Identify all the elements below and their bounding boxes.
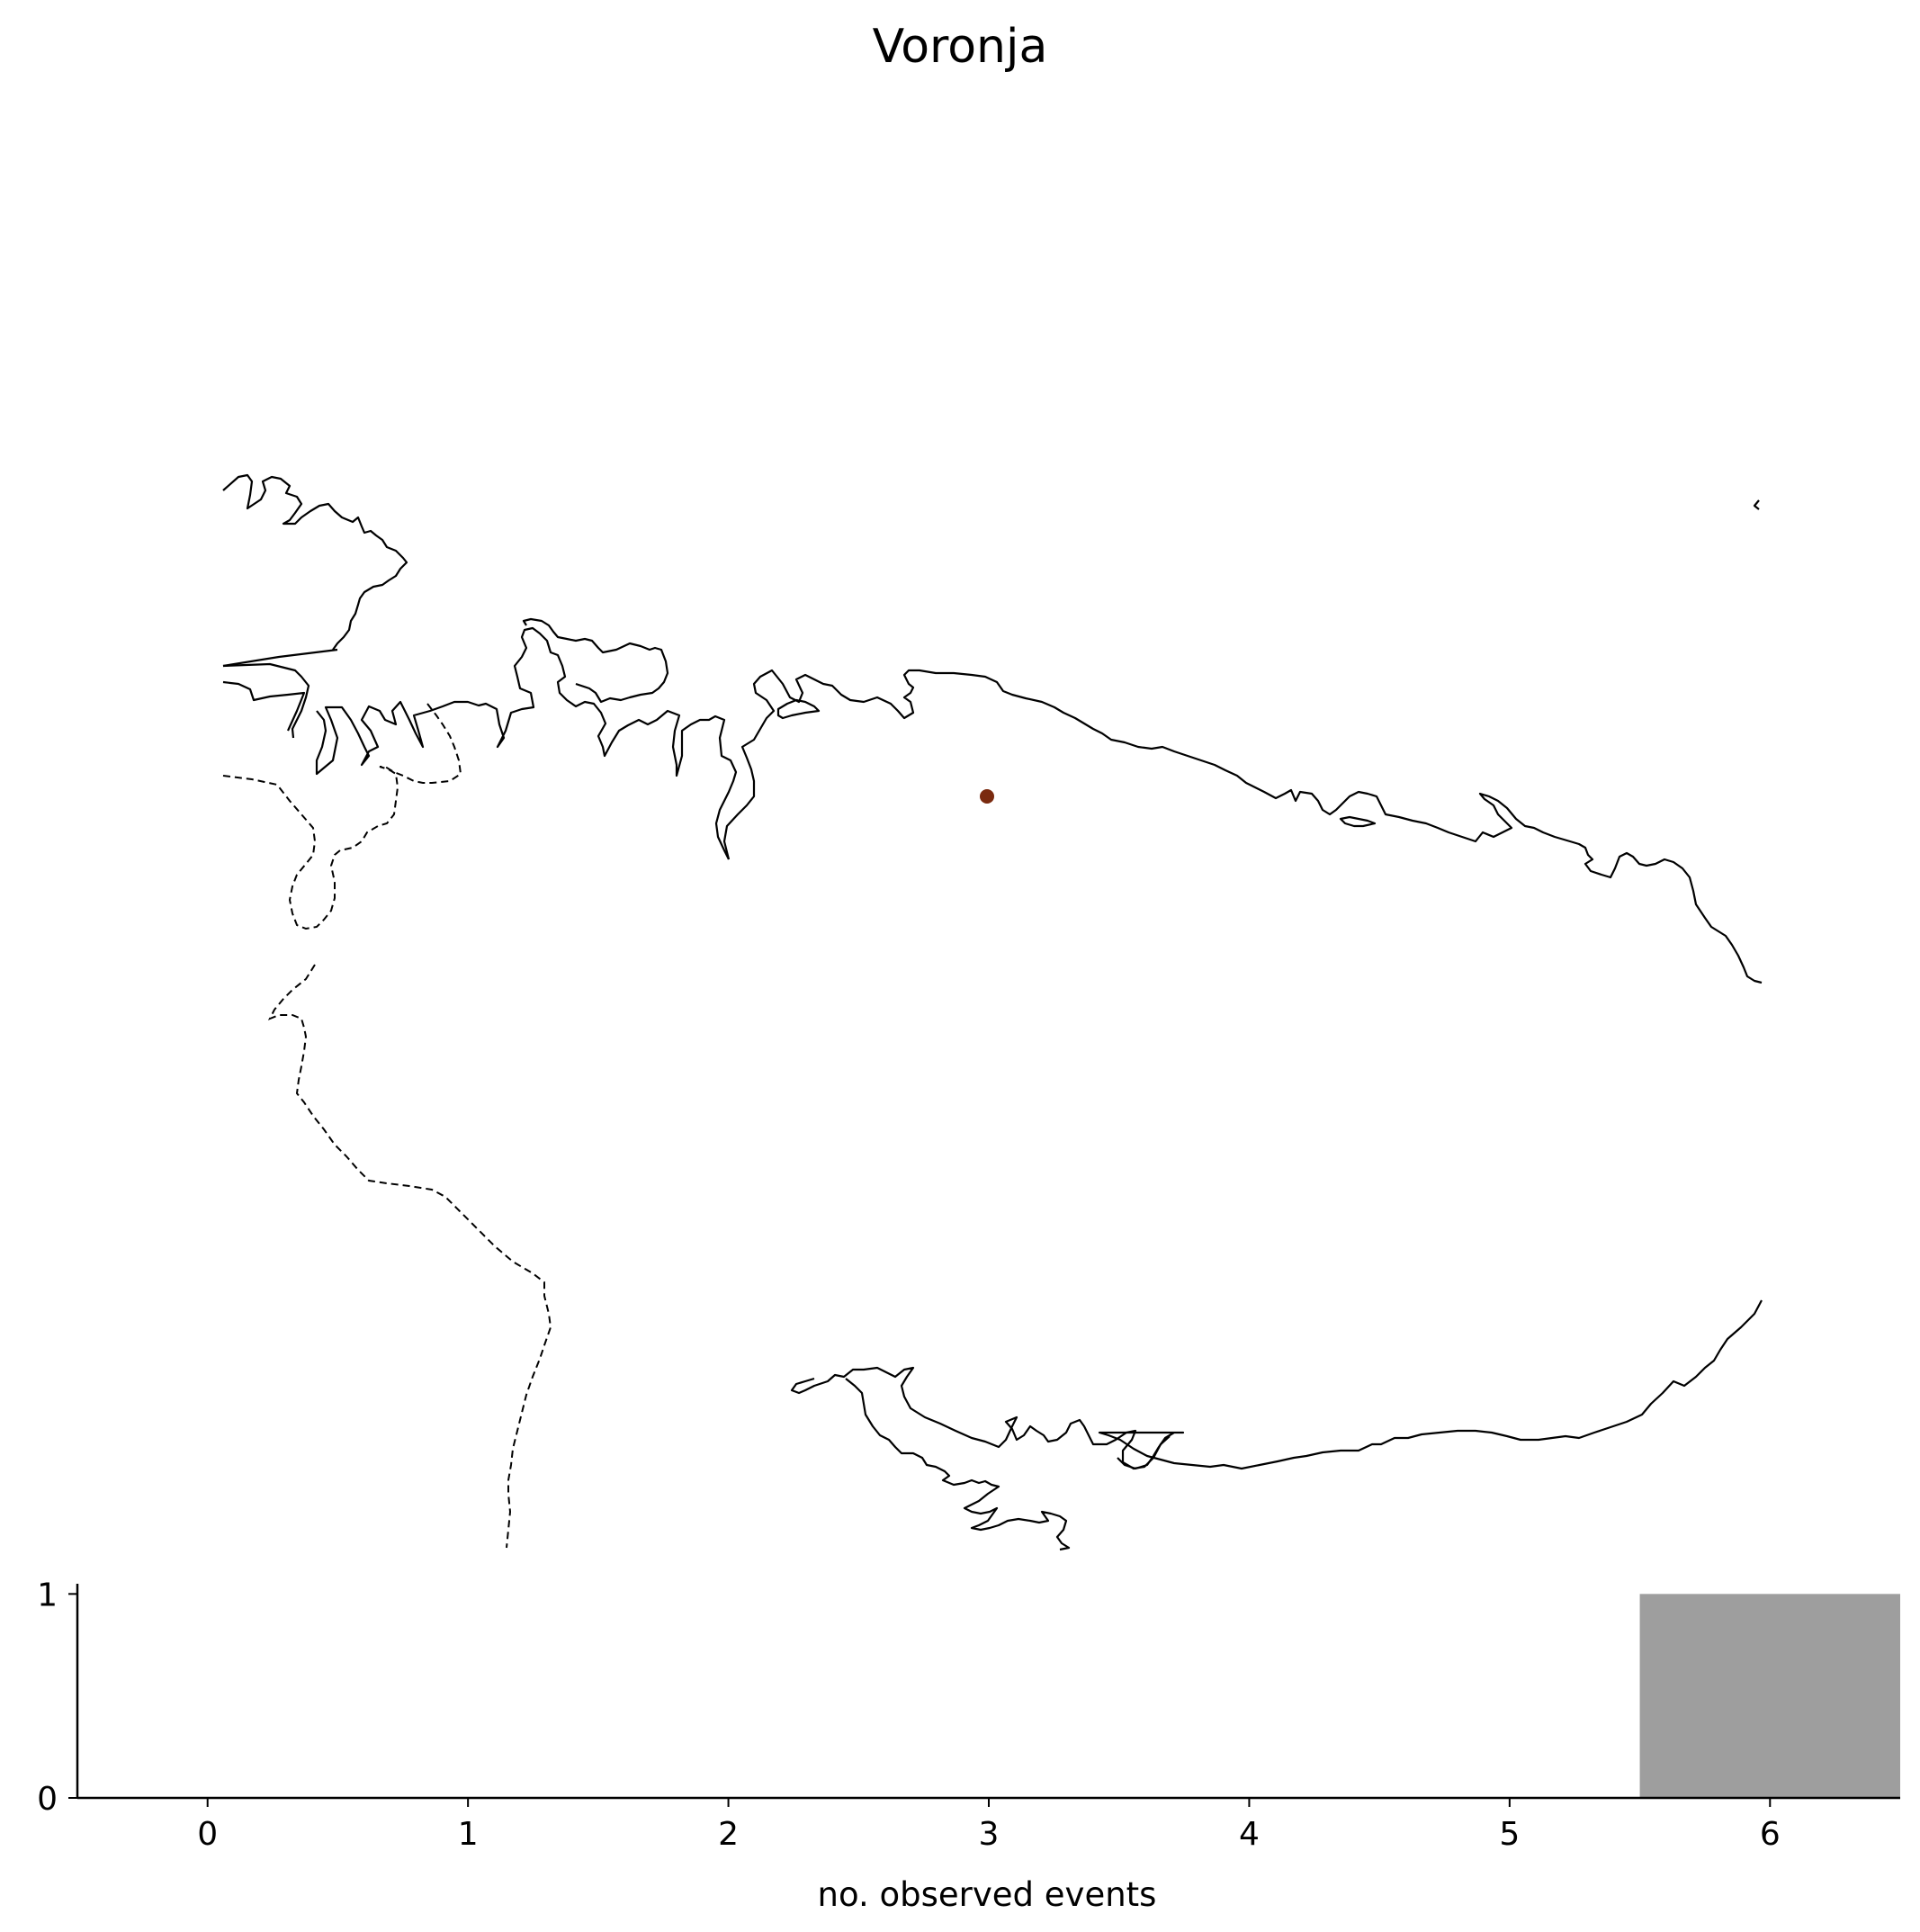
x-axis-label: no. observed events — [818, 1875, 1157, 1914]
map-title: Voronja — [872, 20, 1048, 74]
x-tick-label: 2 — [718, 1816, 739, 1853]
map-panel — [222, 473, 1763, 1551]
x-tick-label: 4 — [1239, 1816, 1260, 1853]
northwest-island — [222, 473, 408, 668]
x-tick-label: 5 — [1499, 1816, 1520, 1853]
y-axis-ticks: 01 — [37, 1577, 77, 1818]
station-marker — [980, 789, 994, 804]
x-tick-label: 1 — [458, 1816, 479, 1853]
ne-fragment — [1753, 499, 1760, 510]
central-north-island — [522, 617, 669, 704]
histogram-bar-6 — [1639, 1594, 1900, 1798]
north-coastline-east — [722, 669, 1763, 984]
east-islet — [1339, 815, 1377, 828]
south-coastline-west — [790, 1366, 1171, 1470]
south-coastline — [1098, 1299, 1763, 1470]
x-tick-label: 6 — [1760, 1816, 1781, 1853]
country-border-dashed — [222, 703, 552, 1549]
histogram-bars — [1639, 1594, 1900, 1798]
south-west-peninsula — [845, 1378, 1071, 1551]
y-tick-label: 1 — [37, 1577, 58, 1613]
x-tick-label: 3 — [979, 1816, 1000, 1853]
y-tick-label: 0 — [37, 1781, 58, 1818]
small-islet — [776, 698, 821, 720]
x-axis-ticks: 0 1 2 3 4 5 6 — [197, 1798, 1781, 1853]
x-tick-label: 0 — [197, 1816, 218, 1853]
north-coastline — [222, 626, 738, 860]
